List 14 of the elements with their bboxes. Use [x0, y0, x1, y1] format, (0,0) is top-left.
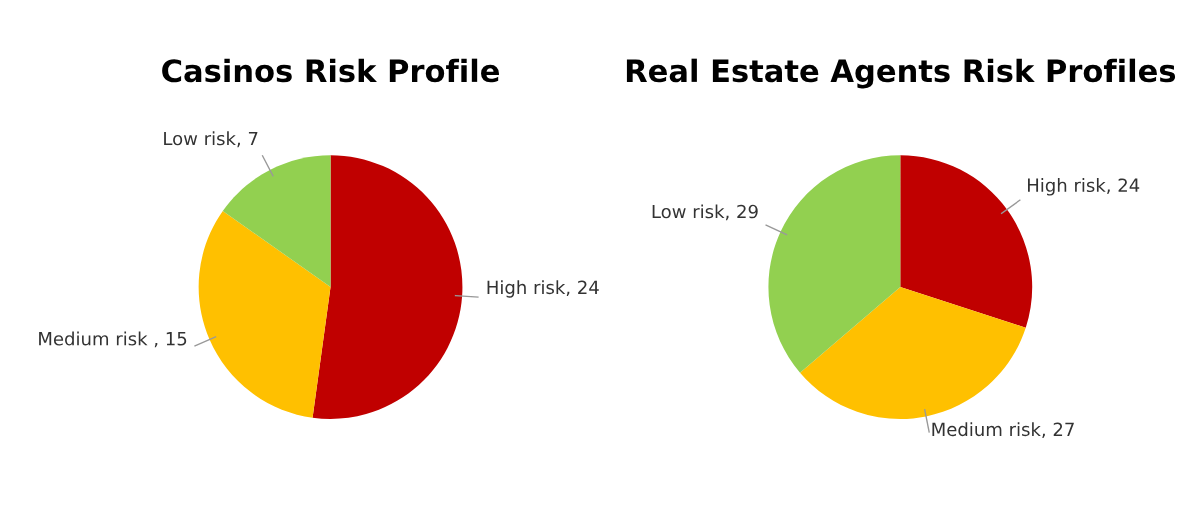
slice-label: High risk	[1028, 178, 1106, 196]
slice-label: Medium risk	[932, 422, 1041, 437]
data-label: , 24	[1107, 178, 1140, 194]
slice-label: Low risk	[652, 204, 725, 219]
slice-label: High risk	[487, 280, 566, 298]
slice-label: Low risk	[164, 131, 236, 146]
slice-label: Medium risk	[39, 331, 148, 346]
chart-title: Real Estate Agents Risk Profiles	[626, 58, 1176, 89]
data-label: , 15	[154, 332, 187, 348]
data-label: , 29	[725, 204, 758, 221]
data-label: , 24	[566, 280, 599, 296]
data-label: , 7	[237, 131, 258, 148]
data-label: , 27	[1042, 422, 1074, 439]
chart-title: Casinos Risk Profile	[162, 58, 499, 83]
